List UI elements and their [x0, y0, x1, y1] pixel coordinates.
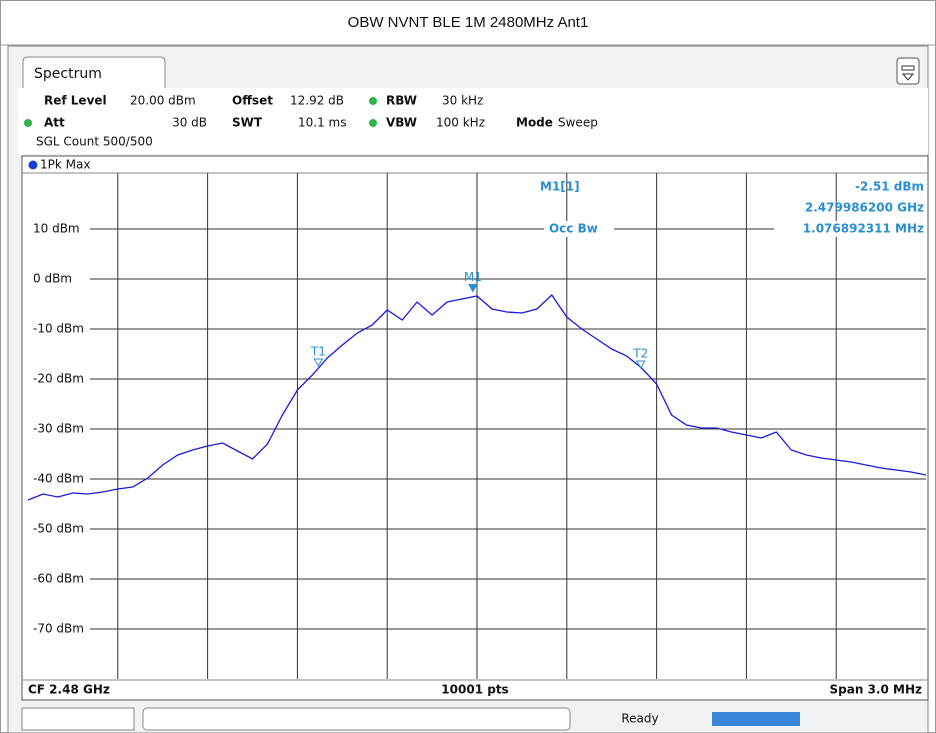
setting-value: 100 kHz [436, 116, 485, 130]
tab-label[interactable]: Spectrum [34, 66, 102, 82]
setting-value: 12.92 dB [290, 94, 344, 108]
readout-freq: 2.479986200 GHz [805, 201, 924, 215]
footer-left: CF 2.48 GHz [28, 683, 110, 697]
tab[interactable] [22, 56, 166, 88]
marker-label: M1 [464, 270, 482, 284]
label-bg [774, 221, 926, 237]
label-bg [544, 221, 614, 237]
y-tick-label: -20 dBm [33, 372, 84, 386]
status-field [142, 707, 571, 731]
setting-label: Att [44, 116, 65, 130]
status: Ready [621, 712, 658, 726]
setting-value: 20.00 dBm [130, 94, 196, 108]
menu-button[interactable] [896, 57, 920, 85]
y-tick-label: 10 dBm [33, 222, 80, 236]
readout-obw: 1.076892311 MHz [803, 222, 924, 236]
marker [313, 358, 324, 368]
y-tick-label: -10 dBm [33, 322, 84, 336]
footer-center: 10001 pts [441, 683, 508, 697]
marker [635, 360, 646, 370]
y-tick-label: -60 dBm [33, 572, 84, 586]
settings-area [18, 88, 928, 154]
readout-obw-label: Occ Bw [549, 222, 598, 236]
y-tick-label: 0 dBm [33, 272, 72, 286]
marker-label: T2 [632, 347, 648, 361]
readout-level: -2.51 dBm [855, 180, 924, 194]
setting-label: VBW [386, 116, 417, 130]
indicator [24, 119, 32, 127]
marker-label: T1 [310, 345, 326, 359]
trace-label: 1Pk Max [40, 158, 90, 172]
setting-value: Sweep [558, 116, 598, 130]
indicator [369, 119, 377, 127]
setting-label: Ref Level [44, 94, 107, 108]
setting-label: RBW [386, 94, 417, 108]
trace [27, 294, 927, 501]
progress-bar [712, 712, 800, 726]
sweep-count: SGL Count 500/500 [36, 135, 153, 149]
setting-value: 30 dB [172, 116, 207, 130]
setting-label: Offset [232, 94, 273, 108]
setting-value: 30 kHz [442, 94, 483, 108]
indicator [369, 97, 377, 105]
readout-marker: M1[1] [540, 180, 580, 194]
setting-label: SWT [232, 116, 263, 130]
setting-value: 10.1 ms [298, 116, 346, 130]
footer-right: Span 3.0 MHz [830, 683, 922, 697]
marker [468, 284, 478, 293]
setting-label: Mode [516, 116, 553, 130]
trace-indicator [28, 160, 38, 170]
y-tick-label: -40 dBm [33, 472, 84, 486]
graph-frame [21, 155, 929, 701]
chart-title: OBW NVNT BLE 1M 2480MHz Ant1 [348, 14, 589, 31]
y-tick-label: -30 dBm [33, 422, 84, 436]
status-field [21, 707, 135, 731]
y-tick-label: -50 dBm [33, 522, 84, 536]
y-tick-label: -70 dBm [33, 622, 84, 636]
menu-icon [901, 65, 915, 81]
